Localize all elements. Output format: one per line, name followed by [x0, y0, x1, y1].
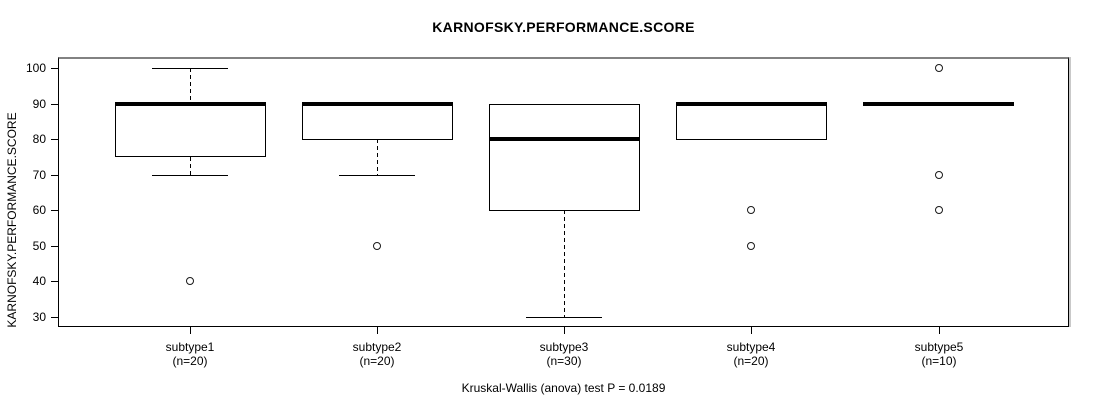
whisker-line	[190, 68, 191, 104]
whisker-line	[564, 210, 565, 317]
x-axis-label-subtype1: subtype1 (n=20)	[125, 340, 255, 368]
y-tick	[51, 317, 58, 318]
y-tick	[51, 281, 58, 282]
x-tick	[377, 327, 378, 334]
x-axis-label-subtype2: subtype2 (n=20)	[312, 340, 442, 368]
x-axis-label-count: (n=20)	[733, 354, 769, 368]
statistical-test-note: Kruskal-Wallis (anova) test P = 0.0189	[461, 381, 666, 395]
x-tick	[564, 327, 565, 334]
whisker-cap	[339, 175, 415, 176]
box-subtype1	[115, 104, 266, 157]
x-axis-label-count: (n=20)	[359, 354, 395, 368]
x-axis-label-count: (n=30)	[546, 354, 582, 368]
whisker-line	[377, 139, 378, 175]
y-tick	[51, 104, 58, 105]
x-tick	[190, 327, 191, 334]
whisker-cap	[152, 175, 228, 176]
median-line-subtype1	[115, 102, 266, 106]
outlier-point	[935, 64, 943, 72]
x-axis-label-subtype3: subtype3 (n=30)	[499, 340, 629, 368]
y-tick-label-50: 50	[32, 239, 46, 253]
x-axis-label-subtype4: subtype4 (n=20)	[686, 340, 816, 368]
whisker-cap	[152, 68, 228, 69]
y-tick	[51, 246, 58, 247]
y-tick	[51, 139, 58, 140]
whisker-cap	[526, 317, 602, 318]
y-tick-label-70: 70	[32, 168, 46, 182]
y-tick	[51, 175, 58, 176]
y-tick	[51, 210, 58, 211]
y-tick	[51, 68, 58, 69]
outlier-point	[935, 206, 943, 214]
y-tick-label-40: 40	[32, 274, 46, 288]
x-axis-label-name: subtype4	[726, 340, 776, 354]
outlier-point	[186, 277, 194, 285]
outlier-point	[747, 206, 755, 214]
whisker-line	[190, 157, 191, 175]
x-axis-label-count: (n=10)	[921, 354, 957, 368]
outlier-point	[935, 171, 943, 179]
y-tick-label-30: 30	[32, 310, 46, 324]
box-subtype3	[489, 104, 640, 211]
median-line-subtype2	[302, 102, 453, 106]
x-axis-label-subtype5: subtype5 (n=10)	[874, 340, 1004, 368]
x-axis-label-name: subtype5	[914, 340, 964, 354]
x-axis-label-name: subtype1	[165, 340, 215, 354]
y-tick-label-90: 90	[32, 97, 46, 111]
y-tick-label-80: 80	[32, 132, 46, 146]
median-line-subtype5	[863, 102, 1014, 106]
median-line-subtype4	[676, 102, 827, 106]
x-tick	[751, 327, 752, 334]
outlier-point	[373, 242, 381, 250]
x-tick	[939, 327, 940, 334]
outlier-point	[747, 242, 755, 250]
median-line-subtype3	[489, 137, 640, 141]
box-subtype2	[302, 104, 453, 140]
box-subtype4	[676, 104, 827, 140]
x-axis-label-name: subtype3	[539, 340, 589, 354]
x-axis-label-count: (n=20)	[172, 354, 208, 368]
x-axis-label-name: subtype2	[352, 340, 402, 354]
y-tick-label-100: 100	[25, 61, 46, 75]
y-tick-label-60: 60	[32, 203, 46, 217]
chart-title: KARNOFSKY.PERFORMANCE.SCORE	[432, 19, 695, 35]
